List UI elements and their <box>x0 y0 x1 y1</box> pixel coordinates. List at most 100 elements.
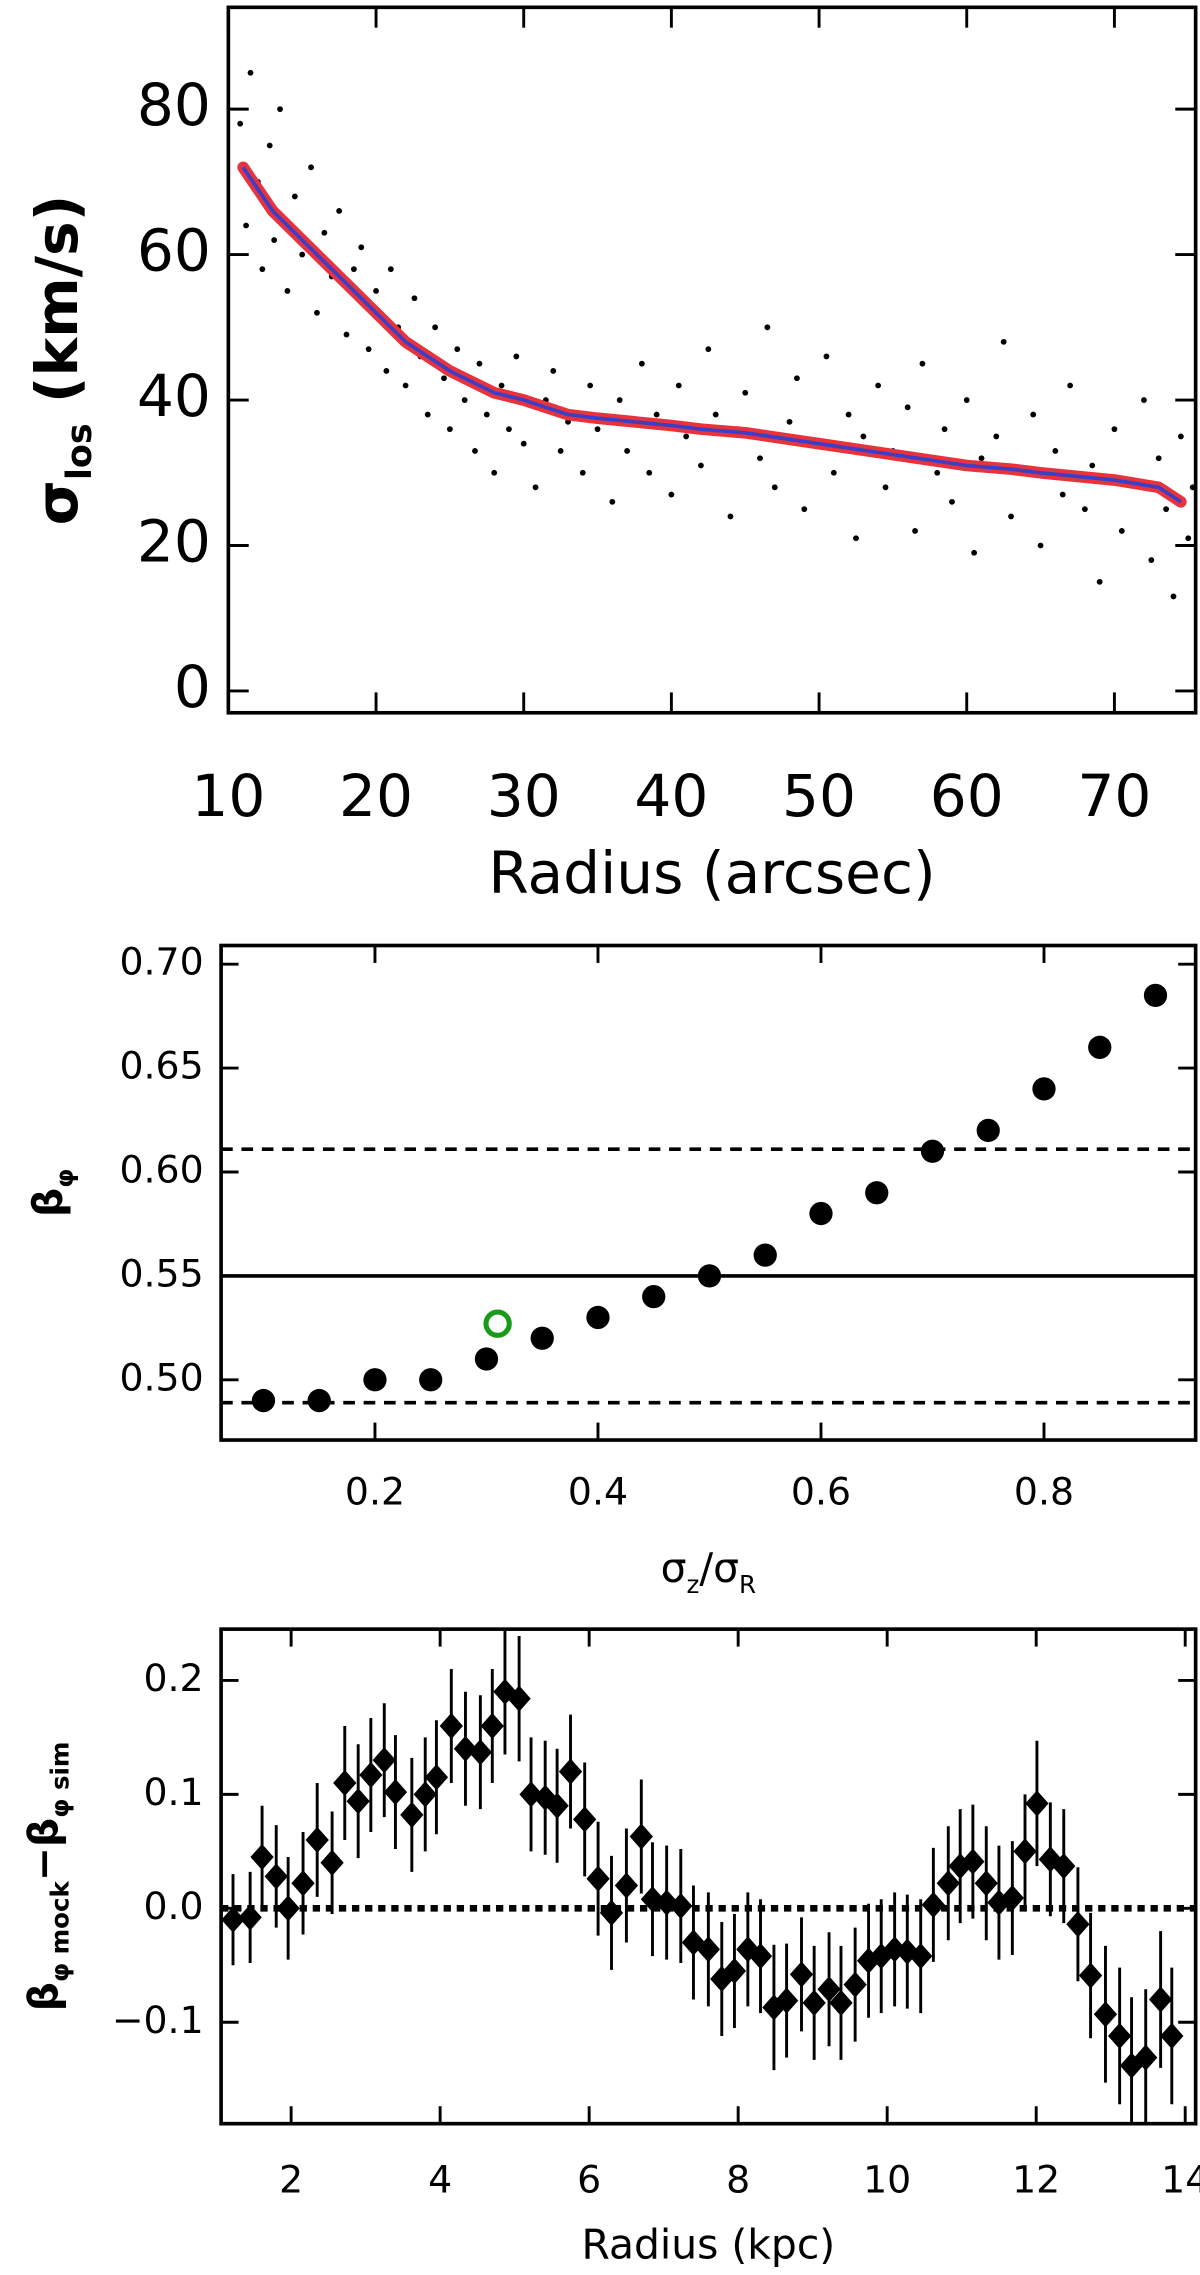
y-axis-label: βφ <box>24 1169 79 1217</box>
data-point <box>764 324 771 331</box>
data-point <box>668 491 675 498</box>
data-point <box>748 1943 773 1970</box>
data-point <box>383 1778 408 1806</box>
x-tick-label: 0.8 <box>1014 1469 1074 1513</box>
data-point <box>468 1739 493 1766</box>
label-subscript: φ <box>49 1169 78 1188</box>
data-point <box>909 1943 933 1970</box>
data-point <box>251 1388 276 1413</box>
y-tick-label: 0.55 <box>119 1251 203 1295</box>
data-point <box>722 1957 747 1985</box>
data-point <box>1052 448 1059 454</box>
data-point <box>919 360 926 367</box>
x-tick-label: 14 <box>1161 2157 1200 2201</box>
label-subscript: R <box>739 1569 756 1598</box>
data-point <box>1030 411 1037 418</box>
data-point <box>424 1764 449 1791</box>
data-point <box>1185 535 1192 542</box>
label-text: σ <box>661 1544 687 1592</box>
profile-outline <box>237 161 1187 508</box>
data-point <box>419 1368 443 1392</box>
data-point <box>1025 1790 1049 1817</box>
x-tick-label: 6 <box>577 2157 601 2201</box>
data-point <box>238 1904 262 1931</box>
data-point <box>1066 1911 1090 1938</box>
x-tick-label: 50 <box>782 762 856 830</box>
y-tick-label: 80 <box>137 71 211 139</box>
data-point <box>669 1892 693 1920</box>
data-point <box>1163 506 1170 513</box>
label-text: /σ <box>699 1544 739 1592</box>
plot-frame <box>219 1627 1198 2126</box>
profile-line <box>241 166 1182 504</box>
data-point <box>774 1987 799 2014</box>
data-point <box>801 506 808 513</box>
plot-frame <box>226 5 1198 715</box>
data-point <box>882 484 889 491</box>
data-point <box>424 411 431 418</box>
label-subscript: φ mock <box>45 1880 74 1982</box>
x-tick-label: 8 <box>726 2157 750 2201</box>
data-point <box>573 1806 597 1833</box>
data-point <box>264 1863 288 1890</box>
data-point <box>1067 382 1074 389</box>
x-axis-label: Radius (arcsec) <box>488 839 935 907</box>
label-subscript: φ sim <box>45 1742 74 1818</box>
data-point <box>609 498 616 505</box>
data-point <box>221 1906 245 1933</box>
data-point <box>1118 528 1125 534</box>
data-point <box>941 426 948 433</box>
data-point <box>586 1305 610 1330</box>
data-point <box>359 1761 383 1789</box>
data-point <box>291 1870 315 1897</box>
data-point <box>757 455 763 462</box>
data-point <box>860 433 867 440</box>
data-point <box>599 1899 624 1926</box>
data-point <box>343 331 350 338</box>
data-point <box>432 324 439 331</box>
data-point <box>1177 433 1184 440</box>
data-point <box>532 484 539 491</box>
data-point <box>963 397 970 403</box>
data-point <box>712 411 719 418</box>
data-point <box>1111 426 1118 433</box>
data-point <box>1013 1838 1037 1865</box>
y-axis-label: βφ mock−βφ sim <box>20 1742 75 2012</box>
y-tick-label: 0.1 <box>144 1770 204 1814</box>
data-point <box>321 229 328 236</box>
data-point <box>483 411 490 418</box>
data-point <box>333 1769 357 1797</box>
data-point <box>441 375 447 382</box>
x-tick-label: 0.6 <box>791 1469 851 1513</box>
data-point <box>557 448 564 454</box>
data-point <box>383 368 390 374</box>
data-point <box>411 295 418 302</box>
data-point <box>912 528 918 534</box>
data-point <box>1093 2001 1118 2028</box>
data-point <box>1081 506 1088 513</box>
data-point <box>802 1989 826 2016</box>
data-point <box>461 397 468 403</box>
data-point <box>683 433 690 440</box>
plot-frame <box>219 943 1198 1442</box>
y-tick-label: 0.50 <box>119 1355 203 1399</box>
data-point <box>1078 1962 1103 1989</box>
label-subscript: los <box>60 423 100 480</box>
data-point <box>446 426 453 433</box>
data-point <box>271 237 278 243</box>
x-tick-label: 60 <box>930 762 1004 830</box>
panel: 10 20 30 40 50 60 70 0 20 40 60 80 Radius (arcsec) σl… <box>23 5 1198 907</box>
data-point <box>646 469 653 476</box>
data-point <box>809 1201 833 1226</box>
data-point <box>961 1848 985 1875</box>
data-point <box>594 426 601 433</box>
y-axis-label: σlos (km/s) <box>23 195 100 526</box>
data-point <box>314 309 320 316</box>
data-point <box>579 469 586 476</box>
data-point <box>587 382 594 389</box>
data-point <box>1148 1986 1173 2013</box>
data-point <box>949 498 955 505</box>
label-text: (km/s) <box>23 195 91 424</box>
label-text: σ <box>23 480 91 525</box>
